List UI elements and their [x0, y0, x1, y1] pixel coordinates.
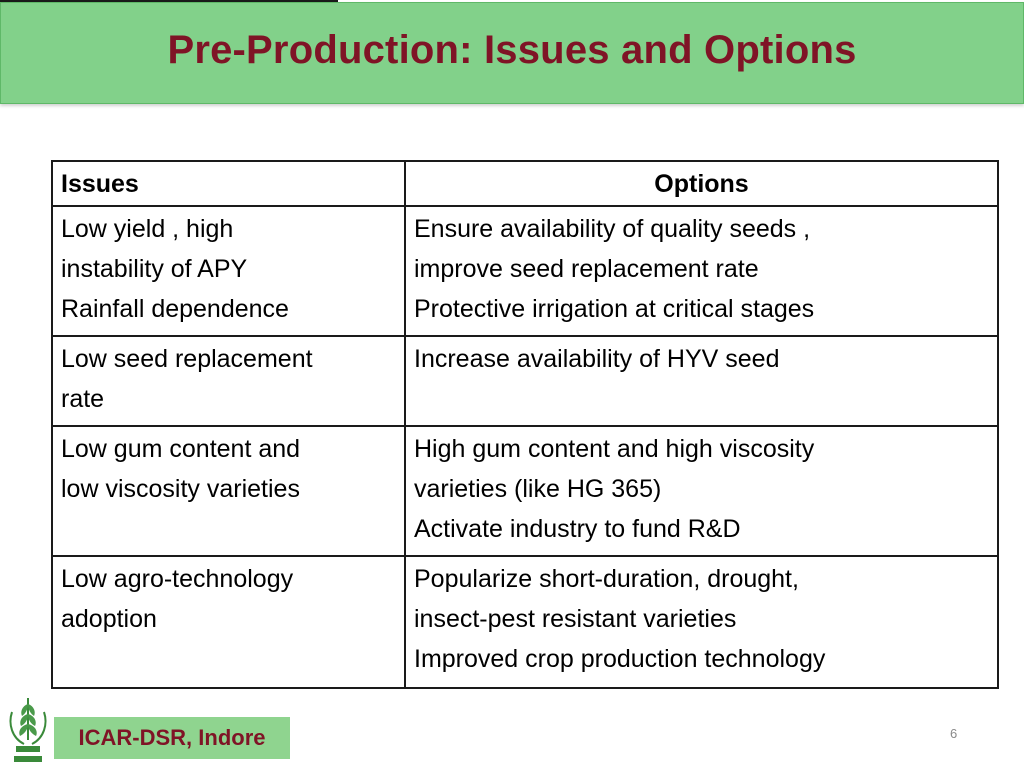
footer-org-label: ICAR-DSR, Indore: [78, 725, 266, 750]
option-line: Increase availability of HYV seed: [414, 345, 780, 373]
page-number: 6: [950, 726, 958, 741]
table-row: Low gum content and low viscosity variet…: [51, 425, 999, 557]
top-rule: [0, 0, 338, 3]
issue-line: instability of APY: [61, 255, 248, 283]
table-row: Low yield , high instability of APY Rain…: [51, 205, 999, 337]
issue-line: adoption: [61, 605, 157, 633]
table-row: Low agro-technology adoption Popularize …: [51, 555, 999, 689]
option-line: High gum content and high viscosity: [414, 435, 815, 463]
option-line: Protective irrigation at critical stages: [414, 295, 815, 323]
option-line: Popularize short-duration, drought,: [414, 565, 799, 593]
footer-org-box: ICAR-DSR, Indore: [54, 717, 290, 759]
title-bar: Pre-Production: Issues and Options: [0, 2, 1024, 104]
option-line: improve seed replacement rate: [414, 255, 759, 283]
options-cell: Ensure availability of quality seeds , i…: [404, 205, 999, 337]
issue-line: rate: [61, 385, 105, 413]
slide-title: Pre-Production: Issues and Options: [167, 27, 857, 72]
issues-options-table: Issues Options Low yield , high instabil…: [51, 160, 999, 689]
issue-line: Low seed replacement: [61, 345, 313, 373]
header-issues: Issues: [51, 160, 406, 207]
table-header-row: Issues Options: [51, 160, 999, 207]
option-line: Improved crop production technology: [414, 645, 826, 673]
options-cell: Increase availability of HYV seed: [404, 335, 999, 427]
header-options: Options: [404, 160, 999, 207]
options-cell: Popularize short-duration, drought, inse…: [404, 555, 999, 689]
issue-cell: Low gum content and low viscosity variet…: [51, 425, 406, 557]
issue-cell: Low agro-technology adoption: [51, 555, 406, 689]
option-line: Ensure availability of quality seeds ,: [414, 215, 811, 243]
option-line: varieties (like HG 365): [414, 475, 662, 503]
issue-line: Rainfall dependence: [61, 295, 289, 323]
option-line: Activate industry to fund R&D: [414, 515, 741, 543]
table-row: Low seed replacement rate Increase avail…: [51, 335, 999, 427]
option-line: insect-pest resistant varieties: [414, 605, 737, 633]
issue-cell: Low seed replacement rate: [51, 335, 406, 427]
icar-wheat-logo-icon: [4, 694, 52, 766]
options-cell: High gum content and high viscosity vari…: [404, 425, 999, 557]
issue-line: low viscosity varieties: [61, 475, 300, 503]
issue-line: Low gum content and: [61, 435, 301, 463]
issue-cell: Low yield , high instability of APY Rain…: [51, 205, 406, 337]
issue-line: Low yield , high: [61, 215, 234, 243]
issue-line: Low agro-technology: [61, 565, 294, 593]
